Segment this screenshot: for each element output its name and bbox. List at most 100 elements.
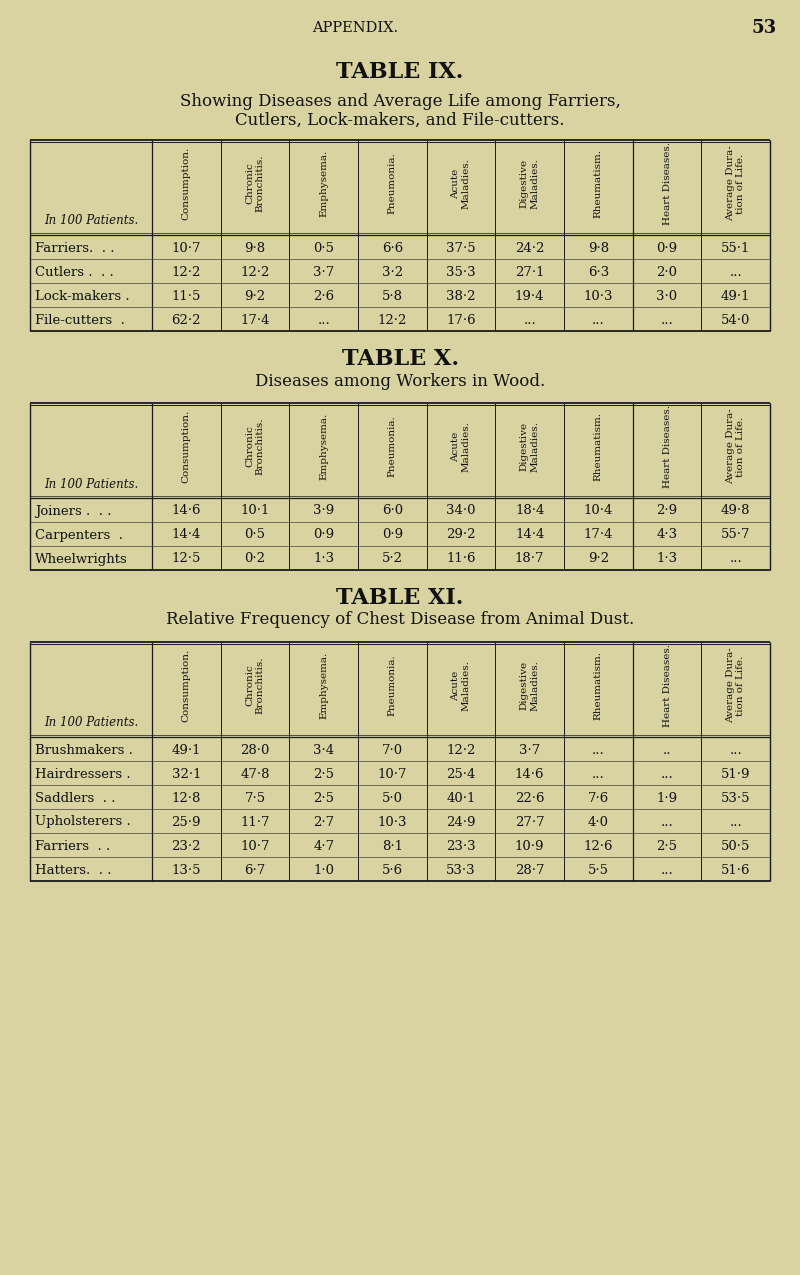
Text: Emphysema.: Emphysema. [319,150,328,217]
Text: ...: ... [730,552,742,566]
Text: 0·5: 0·5 [245,529,266,542]
Text: Acute
Maladies.: Acute Maladies. [451,421,470,472]
Text: 9·2: 9·2 [588,552,609,566]
Text: 38·2: 38·2 [446,289,476,302]
Text: 10·9: 10·9 [515,839,545,853]
Text: Hairdressers .: Hairdressers . [35,768,130,780]
Text: 12·5: 12·5 [172,552,201,566]
Text: 6·3: 6·3 [588,265,609,278]
Text: 18·4: 18·4 [515,505,544,518]
Text: 3·7: 3·7 [519,743,540,756]
Text: Rheumatism.: Rheumatism. [594,149,603,218]
Text: Wheelwrights: Wheelwrights [35,552,128,566]
Text: 32·1: 32·1 [171,768,201,780]
Text: 14·4: 14·4 [515,529,544,542]
Text: 14·4: 14·4 [172,529,201,542]
Text: 55·7: 55·7 [721,529,750,542]
Text: 5·5: 5·5 [588,863,609,876]
Text: In 100 Patients.: In 100 Patients. [44,478,138,491]
Text: 17·4: 17·4 [240,314,270,326]
Text: 24·2: 24·2 [515,241,544,255]
Text: 62·2: 62·2 [171,314,201,326]
Text: 51·6: 51·6 [721,863,750,876]
Text: 18·7: 18·7 [515,552,545,566]
Text: 1·9: 1·9 [657,792,678,805]
Text: TABLE X.: TABLE X. [342,348,458,370]
Text: Diseases among Workers in Wood.: Diseases among Workers in Wood. [255,372,545,389]
Text: 1·3: 1·3 [313,552,334,566]
Text: 10·3: 10·3 [378,816,407,829]
Text: 49·1: 49·1 [721,289,750,302]
Text: 7·0: 7·0 [382,743,403,756]
Text: ...: ... [523,314,536,326]
Text: 53·5: 53·5 [721,792,750,805]
Text: 0·5: 0·5 [313,241,334,255]
Text: 1·0: 1·0 [313,863,334,876]
Text: 3·9: 3·9 [313,505,334,518]
Text: Heart Diseases.: Heart Diseases. [662,405,671,488]
Text: 27·1: 27·1 [515,265,545,278]
Text: In 100 Patients.: In 100 Patients. [44,717,138,729]
Text: Acute
Maladies.: Acute Maladies. [451,158,470,209]
Text: 0·2: 0·2 [245,552,266,566]
Text: 9·8: 9·8 [245,241,266,255]
Text: 11·5: 11·5 [172,289,201,302]
Text: TABLE IX.: TABLE IX. [336,61,464,83]
Text: Farriers  . .: Farriers . . [35,839,110,853]
Text: 27·7: 27·7 [515,816,545,829]
Text: Brushmakers .: Brushmakers . [35,743,133,756]
Text: 3·4: 3·4 [313,743,334,756]
Text: 55·1: 55·1 [721,241,750,255]
Text: Cutlers .  . .: Cutlers . . . [35,265,114,278]
Text: Lock-makers .: Lock-makers . [35,289,130,302]
Text: 7·5: 7·5 [245,792,266,805]
Text: 53: 53 [751,19,777,37]
Text: 40·1: 40·1 [446,792,476,805]
Text: ...: ... [661,768,674,780]
Text: 9·2: 9·2 [245,289,266,302]
Text: 23·2: 23·2 [171,839,201,853]
Text: Saddlers  . .: Saddlers . . [35,792,115,805]
Text: 6·0: 6·0 [382,505,403,518]
Text: Joiners .  . .: Joiners . . . [35,505,111,518]
Text: ...: ... [661,863,674,876]
Text: 2·5: 2·5 [657,839,678,853]
Text: Consumption.: Consumption. [182,649,191,722]
Text: 7·6: 7·6 [588,792,609,805]
Text: ...: ... [592,743,605,756]
Text: Chronic
Bronchitis.: Chronic Bronchitis. [246,418,265,476]
Text: Rheumatism.: Rheumatism. [594,652,603,720]
Text: Rheumatism.: Rheumatism. [594,412,603,481]
Text: 47·8: 47·8 [240,768,270,780]
Text: 3·0: 3·0 [657,289,678,302]
Text: Hatters.  . .: Hatters. . . [35,863,111,876]
Text: 9·8: 9·8 [588,241,609,255]
Text: Heart Diseases.: Heart Diseases. [662,142,671,224]
Text: 2·5: 2·5 [313,768,334,780]
Text: 6·6: 6·6 [382,241,403,255]
Text: Pneumonia.: Pneumonia. [388,153,397,214]
Text: Acute
Maladies.: Acute Maladies. [451,660,470,711]
Text: 0·9: 0·9 [657,241,678,255]
Text: 10·7: 10·7 [171,241,201,255]
Text: 2·6: 2·6 [313,289,334,302]
Text: 2·9: 2·9 [657,505,678,518]
Text: Pneumonia.: Pneumonia. [388,416,397,477]
Text: 8·1: 8·1 [382,839,403,853]
Text: 25·4: 25·4 [446,768,476,780]
Text: Average Dura-
tion of Life.: Average Dura- tion of Life. [726,648,746,723]
Text: Average Dura-
tion of Life.: Average Dura- tion of Life. [726,145,746,222]
Text: ..: .. [662,743,671,756]
Text: 10·7: 10·7 [378,768,407,780]
Text: 51·9: 51·9 [721,768,750,780]
Text: 2·7: 2·7 [313,816,334,829]
Text: ...: ... [318,314,330,326]
Text: Showing Diseases and Average Life among Farriers,: Showing Diseases and Average Life among … [179,93,621,111]
Text: 4·3: 4·3 [657,529,678,542]
Text: ...: ... [661,314,674,326]
Text: 28·0: 28·0 [240,743,270,756]
Text: 10·1: 10·1 [240,505,270,518]
Text: 10·7: 10·7 [240,839,270,853]
Text: 3·2: 3·2 [382,265,403,278]
Text: ...: ... [661,816,674,829]
